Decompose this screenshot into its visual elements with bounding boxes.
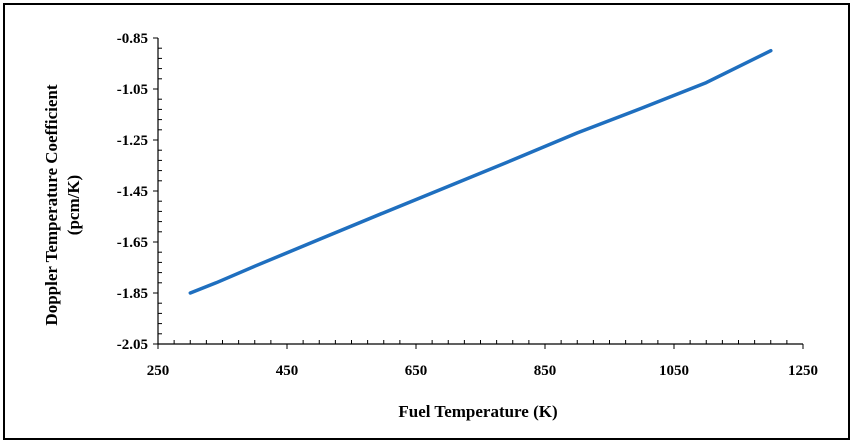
x-tick-label: 450 bbox=[276, 363, 299, 379]
x-tick-label: 650 bbox=[405, 363, 428, 379]
x-axis-title: Fuel Temperature (K) bbox=[398, 402, 557, 421]
y-axis-title-line-1: Doppler Temperature Coefficient bbox=[42, 84, 61, 325]
y-axis-title-line-2: (pcm/K) bbox=[64, 175, 83, 235]
x-tick-label: 850 bbox=[534, 363, 557, 379]
y-tick-label: -1.45 bbox=[117, 184, 148, 200]
y-tick-label: -2.05 bbox=[117, 337, 148, 353]
y-tick-label: -1.85 bbox=[117, 286, 148, 302]
x-tick-label: 1050 bbox=[659, 363, 689, 379]
x-tick-label: 1250 bbox=[788, 363, 818, 379]
y-tick-label: -0.85 bbox=[117, 31, 148, 47]
y-tick-label: -1.25 bbox=[117, 133, 148, 149]
chart-frame: -2.05 -1.85 -1.65 -1.45 -1.25 -1.05 -0.85 250 45… bbox=[3, 3, 850, 440]
y-tick-label: -1.65 bbox=[117, 235, 148, 251]
y-tick-label: -1.05 bbox=[117, 82, 148, 98]
chart-svg: -2.05 -1.85 -1.65 -1.45 -1.25 -1.05 -0.85 250 45… bbox=[42, 31, 818, 421]
series-line bbox=[188, 48, 773, 295]
x-tick-label: 250 bbox=[147, 363, 170, 379]
